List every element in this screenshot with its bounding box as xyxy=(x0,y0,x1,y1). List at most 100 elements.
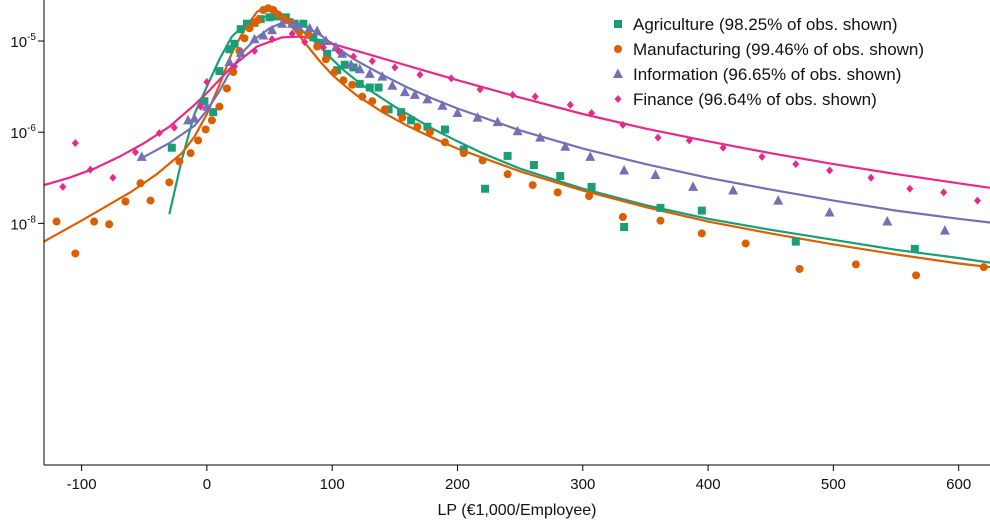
data-point-manufacturing xyxy=(478,156,487,165)
data-point-finance xyxy=(758,152,766,161)
data-point-finance xyxy=(654,133,662,142)
data-point-manufacturing xyxy=(851,260,860,269)
data-point-manufacturing xyxy=(245,24,254,33)
data-point-finance xyxy=(719,143,727,152)
data-point-information xyxy=(235,47,246,57)
data-point-agriculture xyxy=(236,25,245,34)
data-point-agriculture xyxy=(315,38,324,47)
data-point-manufacturing xyxy=(240,34,249,43)
data-point-manufacturing xyxy=(912,271,921,280)
legend-label-finance: Finance (96.64% of obs. shown) xyxy=(633,90,877,109)
y-tick-label: 10-6 xyxy=(10,123,36,142)
data-point-manufacturing xyxy=(503,170,512,179)
data-point-manufacturing xyxy=(215,102,224,111)
data-point-finance xyxy=(566,100,574,109)
data-point-manufacturing xyxy=(105,220,114,229)
data-point-information xyxy=(773,195,784,205)
data-point-manufacturing xyxy=(121,197,130,206)
data-point-information xyxy=(277,18,288,28)
y-axis-ticks: 10-5 10-6 10-8 xyxy=(10,32,44,233)
data-point-manufacturing xyxy=(979,263,988,272)
data-point-finance xyxy=(391,63,399,72)
data-point-finance xyxy=(203,78,211,87)
data-point-agriculture xyxy=(440,125,449,134)
data-point-manufacturing xyxy=(201,125,210,134)
x-axis-label: LP (€1,000/Employee) xyxy=(438,502,597,519)
data-point-information xyxy=(258,30,269,40)
data-point-information xyxy=(224,56,235,66)
data-point-manufacturing xyxy=(413,122,422,131)
data-point-manufacturing xyxy=(553,188,562,197)
data-point-agriculture xyxy=(503,151,512,160)
data-point-finance xyxy=(268,35,276,44)
data-point-information xyxy=(354,63,365,74)
data-point-agriculture xyxy=(265,13,274,22)
data-point-manufacturing xyxy=(175,157,184,166)
data-point-finance xyxy=(940,188,948,197)
data-point-information xyxy=(337,48,348,58)
data-point-manufacturing xyxy=(425,128,434,137)
legend-marker-finance xyxy=(614,95,622,103)
data-point-manufacturing xyxy=(656,216,665,225)
data-point-information xyxy=(287,18,298,28)
x-tick-label: 100 xyxy=(320,476,345,493)
data-point-finance xyxy=(619,120,627,129)
data-point-agriculture xyxy=(242,19,251,28)
data-point-finance xyxy=(906,184,914,193)
data-point-information xyxy=(267,24,278,35)
data-point-finance xyxy=(349,52,357,61)
data-point-agriculture xyxy=(374,83,383,92)
data-point-manufacturing xyxy=(339,76,348,85)
data-point-manufacturing xyxy=(459,149,468,158)
data-point-information xyxy=(304,22,315,33)
data-point-information xyxy=(452,107,463,118)
data-point-agriculture xyxy=(340,60,349,69)
data-points xyxy=(52,4,988,280)
x-tick-label: 200 xyxy=(445,476,470,493)
data-point-agriculture xyxy=(791,237,800,246)
data-point-manufacturing xyxy=(528,181,537,190)
data-point-manufacturing xyxy=(380,105,389,114)
data-point-finance xyxy=(319,43,327,52)
data-point-manufacturing xyxy=(229,68,238,77)
data-point-information xyxy=(387,80,398,90)
x-tick-label: 500 xyxy=(821,476,846,493)
legend: Agriculture (98.25% of obs. shown) Manufa… xyxy=(613,15,924,109)
data-point-manufacturing xyxy=(795,264,804,273)
data-point-information xyxy=(422,93,433,104)
data-point-agriculture xyxy=(397,108,406,117)
data-point-manufacturing xyxy=(348,80,357,89)
data-point-agriculture xyxy=(407,116,416,125)
x-tick-label: 0 xyxy=(203,476,211,493)
data-point-information xyxy=(293,20,304,31)
data-point-information xyxy=(882,216,893,226)
data-point-manufacturing xyxy=(697,229,706,238)
data-point-manufacturing xyxy=(194,136,203,145)
data-point-agriculture xyxy=(215,67,224,76)
data-point-finance xyxy=(59,182,67,191)
data-point-agriculture xyxy=(587,182,596,191)
data-point-manufacturing xyxy=(254,16,263,25)
data-point-agriculture xyxy=(656,203,665,212)
data-point-information xyxy=(939,225,950,235)
legend-marker-agriculture xyxy=(614,20,622,28)
data-point-finance xyxy=(826,166,834,175)
data-point-manufacturing xyxy=(222,84,231,93)
data-point-manufacturing xyxy=(358,92,367,101)
data-point-finance xyxy=(476,85,484,94)
data-point-information xyxy=(585,151,596,161)
data-point-information xyxy=(409,89,420,99)
data-point-agriculture xyxy=(423,122,432,131)
data-point-information xyxy=(312,25,323,35)
data-point-agriculture xyxy=(309,33,318,42)
data-point-agriculture xyxy=(230,39,239,48)
data-point-manufacturing xyxy=(741,239,750,248)
x-tick-label: 400 xyxy=(696,476,721,493)
data-point-finance xyxy=(792,160,800,169)
data-point-finance xyxy=(867,173,875,182)
data-point-agriculture xyxy=(209,108,218,117)
data-point-agriculture xyxy=(481,184,490,193)
data-point-information xyxy=(249,33,260,44)
data-point-agriculture xyxy=(225,45,234,54)
data-point-agriculture xyxy=(167,143,176,152)
